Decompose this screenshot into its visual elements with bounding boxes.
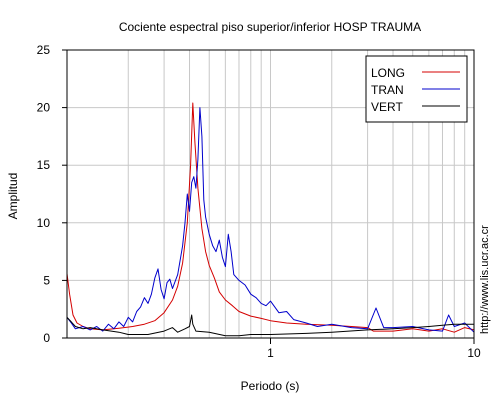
x-axis-label: Periodo (s) [241,379,300,393]
legend-label-long: LONG [371,66,405,80]
y-tick-label: 25 [37,43,51,57]
x-tick-label: 10 [467,346,481,360]
y-axis-label: Amplitud [6,173,20,220]
y-tick-label: 15 [37,158,51,172]
axis-ticks: 0 5 10 15 20 25 1 10 [37,43,481,360]
legend-label-vert: VERT [371,100,403,114]
y-tick-label: 20 [37,101,51,115]
watermark-url: http://www.lis.ucr.ac.cr [479,225,491,334]
chart-title: Cociente espectral piso superior/inferio… [119,20,421,34]
y-tick-label: 10 [37,216,51,230]
series-line-vert [66,314,474,337]
legend: LONG TRAN VERT [365,55,468,123]
series-line-tran [66,107,475,333]
y-tick-label: 0 [43,331,50,345]
x-tick-label: 1 [267,346,274,360]
y-tick-label: 5 [43,273,50,287]
legend-label-tran: TRAN [371,83,404,97]
series-group [66,102,475,337]
series-line-long [66,102,475,333]
